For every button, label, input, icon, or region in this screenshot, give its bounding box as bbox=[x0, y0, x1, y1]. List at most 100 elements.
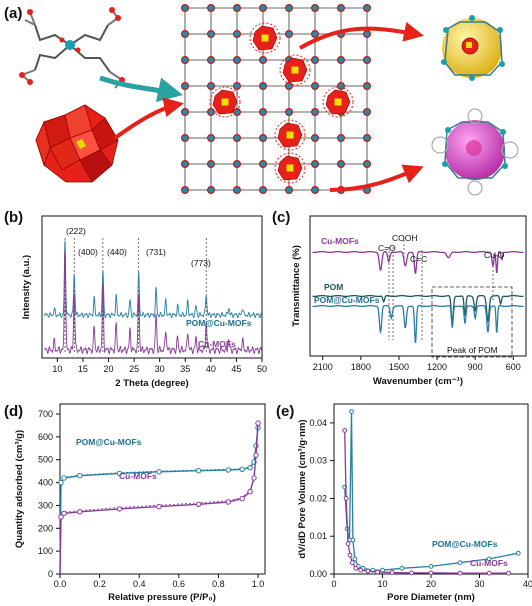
tick-label: 600 bbox=[506, 362, 521, 372]
tick-label: 0.02 bbox=[309, 493, 327, 503]
tick-label: 35 bbox=[180, 364, 190, 374]
metal-node bbox=[311, 186, 320, 195]
metal-node bbox=[181, 81, 190, 90]
tick-label: 600 bbox=[38, 432, 53, 442]
pore-distribution-point bbox=[428, 570, 434, 576]
panel-d-ylabel: Quantity adsorbed (cm³/g) bbox=[14, 430, 25, 548]
tick-label: 45 bbox=[231, 364, 241, 374]
tick-label: 500 bbox=[38, 455, 53, 465]
metal-node bbox=[233, 81, 242, 90]
isotherm-point bbox=[195, 501, 202, 507]
tick-label: 25 bbox=[129, 364, 139, 374]
panel-c-ylabel: Transmittance (%) bbox=[291, 245, 302, 327]
panel-c-xticks: 2100 1800 1500 1200 900 600 bbox=[313, 356, 521, 372]
tick-label: 0.01 bbox=[309, 531, 327, 541]
panel-d-label: (d) bbox=[4, 403, 23, 420]
panel-a: (a) bbox=[4, 3, 519, 196]
metal-node bbox=[337, 134, 346, 143]
arrow-ligand-icon bbox=[99, 75, 183, 103]
pore-outline bbox=[279, 54, 311, 86]
metal-node bbox=[311, 81, 320, 90]
pore-outline bbox=[274, 119, 306, 151]
isotherm-point bbox=[116, 506, 123, 512]
metal-node bbox=[233, 186, 242, 195]
panel-e-ticks: 0 10 20 30 40 0.00 0.01 0.02 0.03 0.04 bbox=[309, 418, 532, 589]
metal-node bbox=[259, 134, 268, 143]
pom-core bbox=[221, 98, 229, 106]
series-label-pom-cu-mofs-b: POM@Cu-MOFs bbox=[186, 318, 252, 328]
pore-distribution-point bbox=[428, 564, 434, 569]
pore-distribution-point bbox=[457, 560, 463, 566]
tick-label: 0 bbox=[331, 579, 336, 589]
tick-label: 700 bbox=[38, 409, 53, 419]
ligand-molecule bbox=[19, 7, 125, 89]
isotherm-point bbox=[77, 473, 83, 479]
pore-distribution-point bbox=[347, 552, 353, 558]
metal-node bbox=[363, 160, 372, 169]
series-label-pom-c: POM bbox=[324, 282, 343, 292]
panel-d-frame bbox=[59, 403, 266, 575]
pore-outline bbox=[209, 86, 241, 118]
tick-label: 0.2 bbox=[93, 579, 106, 589]
series-pom-cu-mofs-xrd bbox=[44, 240, 263, 319]
metal-node bbox=[233, 30, 242, 39]
pore-outline bbox=[249, 22, 281, 54]
pom-peak-box bbox=[431, 286, 513, 358]
metal-node bbox=[259, 160, 268, 169]
metal-node bbox=[363, 30, 372, 39]
series-label-pom-cu-mofs-d: POM@Cu-MOFs bbox=[76, 437, 142, 447]
pore-distribution-point bbox=[345, 541, 351, 547]
tick-label: 20 bbox=[104, 364, 114, 374]
tick-label: 0.4 bbox=[133, 579, 146, 589]
isotherm-point bbox=[225, 467, 232, 473]
tick-label: 0.00 bbox=[309, 569, 327, 579]
arrow-cage-top-icon bbox=[299, 22, 424, 50]
metal-node bbox=[285, 81, 294, 90]
panel-c-label: (c) bbox=[272, 209, 290, 226]
band-label-cuo: Cu-O bbox=[484, 250, 505, 260]
metal-node bbox=[207, 160, 216, 169]
pore-distribution-point bbox=[457, 570, 463, 576]
pore-distribution-point bbox=[486, 570, 492, 576]
series-label-pom-cu-mofs-e: POM@Cu-MOFs bbox=[432, 539, 498, 549]
pore-distribution-point bbox=[352, 556, 358, 562]
pom-core bbox=[286, 164, 294, 172]
isotherm-point bbox=[195, 468, 202, 474]
metal-node bbox=[285, 3, 294, 13]
panel-a-label: (a) bbox=[4, 5, 22, 22]
panel-d-xlabel: Relative pressure (P/P₀) bbox=[108, 592, 216, 603]
tick-label: 10 bbox=[377, 579, 387, 589]
tick-label: 100 bbox=[38, 546, 53, 556]
series-label-cu-mofs-e: Cu-MOFs bbox=[470, 558, 508, 568]
metal-node bbox=[311, 3, 320, 13]
tick-label: 50 bbox=[257, 364, 267, 374]
peak-label-222: (222) bbox=[66, 226, 86, 236]
pore-distribution-point bbox=[343, 496, 349, 501]
pore-outline bbox=[274, 152, 306, 184]
tick-label: 0.0 bbox=[54, 579, 67, 589]
panel-b-ylabel: Intensity (a.u.) bbox=[21, 255, 32, 319]
panel-e-frame bbox=[333, 403, 529, 575]
peak-label-731: (731) bbox=[146, 247, 166, 257]
isotherm-point bbox=[77, 509, 83, 515]
pore-distribution-point bbox=[349, 409, 354, 415]
band-label-co: C=O bbox=[378, 243, 396, 253]
metal-node bbox=[233, 55, 242, 64]
metal-node bbox=[363, 3, 372, 13]
metal-node bbox=[233, 160, 242, 169]
panel-d-ticks: 0.0 0.2 0.4 0.6 0.8 1.0 0 100 200 300 400 500 600 700 bbox=[38, 409, 264, 589]
pore-distribution-line bbox=[344, 430, 509, 574]
isotherm-point bbox=[253, 452, 259, 458]
cage-magenta bbox=[431, 108, 519, 196]
panel-b-label: (b) bbox=[4, 209, 23, 226]
isotherm-point bbox=[255, 420, 261, 426]
metal-node bbox=[337, 81, 346, 90]
isotherm-point bbox=[247, 465, 253, 471]
series-label-pom-cu-mofs-c: POM@Cu-MOFs bbox=[314, 295, 380, 305]
pom-core bbox=[261, 34, 269, 42]
panel-e-series bbox=[342, 409, 521, 576]
tick-label: 1200 bbox=[427, 362, 447, 372]
metal-node bbox=[233, 134, 242, 143]
pore-distribution-point bbox=[365, 568, 371, 574]
